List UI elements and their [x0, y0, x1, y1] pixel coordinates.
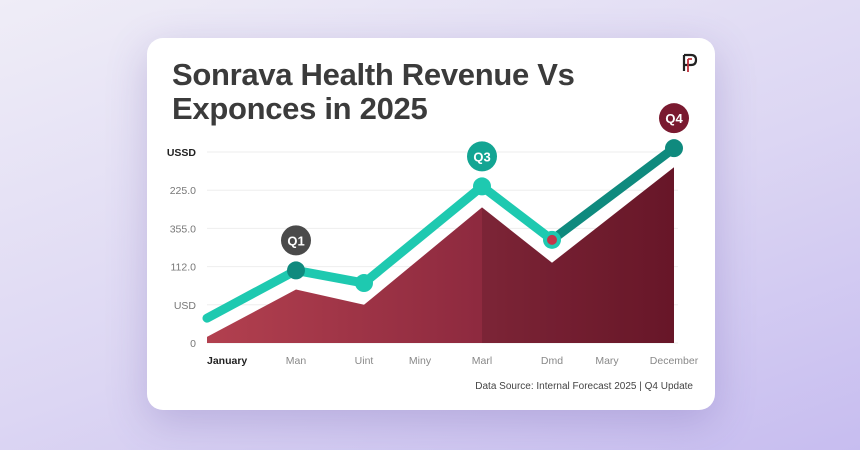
line-segment: [547, 143, 679, 245]
line-segment: [291, 265, 369, 288]
data-point: [665, 139, 683, 158]
y-tick-label: 0: [190, 338, 196, 350]
x-tick-label: Dmd: [541, 355, 563, 367]
x-tick-label: Mary: [595, 355, 619, 367]
y-tick-label: USD: [174, 300, 197, 312]
y-tick-label: 355.0: [170, 223, 196, 235]
annotation-badge-q1: [281, 225, 311, 256]
revenue-area: [207, 167, 674, 343]
data-point-center: [547, 234, 557, 245]
line-segment: [359, 181, 487, 288]
title-line-2: Exponces in 2025: [172, 91, 428, 126]
line-segment: [477, 181, 557, 245]
logo-icon: [682, 53, 698, 72]
x-tick-label: January: [207, 355, 247, 367]
annotation-badge-q4: [659, 103, 689, 134]
line-segment: [202, 265, 301, 323]
chart-title: Sonrava Health Revenue Vs Exponces in 20…: [172, 58, 575, 126]
y-tick-label: 112.0: [171, 262, 197, 274]
data-point: [287, 261, 305, 280]
x-tick-label: Man: [286, 355, 307, 367]
y-tick-label: 225.0: [170, 185, 196, 197]
annotation-label: Q1: [287, 233, 304, 248]
x-tick-label: Marl: [472, 355, 492, 367]
data-point: [355, 274, 373, 293]
data-point: [473, 177, 491, 196]
annotation-label: Q3: [473, 149, 490, 164]
x-tick-label: Miny: [409, 355, 432, 367]
annotation-badge-q3: [467, 141, 497, 172]
area-dark-region: [482, 167, 674, 343]
y-axis-label: USSD: [167, 147, 197, 159]
title-line-1: Sonrava Health Revenue Vs: [172, 57, 575, 92]
x-tick-label: Uint: [355, 355, 374, 367]
annotation-label: Q4: [665, 111, 683, 126]
x-tick-label: December: [650, 355, 699, 367]
data-source-note: Data Source: Internal Forecast 2025 | Q4…: [475, 381, 693, 392]
